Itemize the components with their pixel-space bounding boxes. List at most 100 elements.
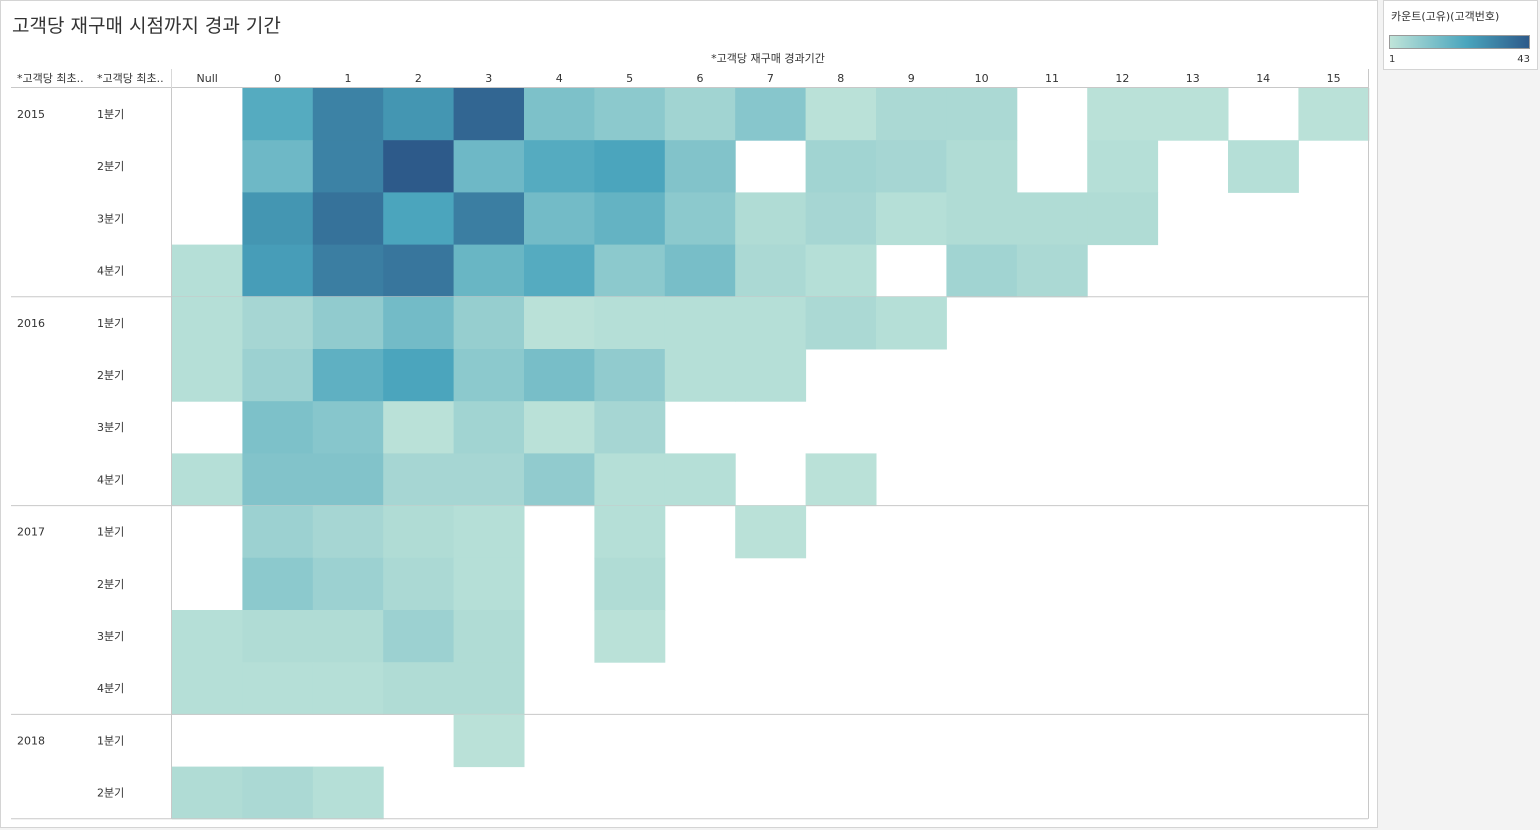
heatmap-cell[interactable]	[735, 296, 807, 350]
heatmap-cell[interactable]	[805, 296, 877, 350]
heatmap-cell[interactable]	[242, 296, 314, 350]
heatmap-cell[interactable]	[383, 192, 455, 246]
heatmap-cell[interactable]	[312, 610, 384, 663]
heatmap-cell[interactable]	[312, 557, 384, 611]
heatmap-cell[interactable]	[664, 140, 736, 193]
heatmap-cell[interactable]	[664, 244, 736, 298]
heatmap-cell[interactable]	[524, 401, 595, 454]
heatmap-cell[interactable]	[242, 192, 314, 246]
heatmap-cell[interactable]	[664, 296, 736, 350]
heatmap-cell[interactable]	[453, 505, 525, 559]
heatmap-cell[interactable]	[1016, 192, 1088, 246]
heatmap-cell[interactable]	[594, 401, 666, 454]
heatmap-cell[interactable]	[524, 296, 595, 350]
heatmap-cell[interactable]	[524, 192, 595, 246]
heatmap-cell[interactable]	[594, 349, 666, 402]
heatmap-cell[interactable]	[524, 244, 595, 298]
legend-panel[interactable]: 카운트(고유)(고객번호) 1 43	[1383, 0, 1538, 70]
heatmap-cell[interactable]	[876, 88, 947, 141]
heatmap-cell[interactable]	[172, 296, 243, 350]
heatmap-cell[interactable]	[383, 505, 455, 559]
heatmap-cell[interactable]	[242, 505, 314, 559]
heatmap-cell[interactable]	[242, 557, 314, 611]
heatmap-cell[interactable]	[453, 244, 525, 298]
heatmap-cell[interactable]	[735, 192, 807, 246]
heatmap-cell[interactable]	[312, 505, 384, 559]
heatmap-cell[interactable]	[383, 662, 455, 715]
heatmap-cell[interactable]	[946, 244, 1018, 298]
heatmap-cell[interactable]	[664, 453, 736, 507]
heatmap-cell[interactable]	[453, 557, 525, 611]
heatmap-cell[interactable]	[242, 88, 314, 141]
heatmap-cell[interactable]	[453, 88, 525, 141]
heatmap-cell[interactable]	[242, 662, 314, 715]
heatmap-cell[interactable]	[805, 453, 877, 507]
heatmap-cell[interactable]	[242, 140, 314, 193]
heatmap-cell[interactable]	[1087, 140, 1159, 193]
heatmap-cell[interactable]	[312, 296, 384, 350]
heatmap-cell[interactable]	[735, 244, 807, 298]
heatmap-cell[interactable]	[664, 192, 736, 246]
heatmap-cell[interactable]	[876, 140, 947, 193]
heatmap-cell[interactable]	[383, 140, 455, 193]
heatmap-cell[interactable]	[735, 88, 807, 141]
heatmap-cell[interactable]	[453, 192, 525, 246]
heatmap-cell[interactable]	[172, 453, 243, 507]
heatmap-cell[interactable]	[172, 349, 243, 402]
heatmap-cell[interactable]	[242, 766, 314, 820]
heatmap-cell[interactable]	[594, 296, 666, 350]
heatmap-cell[interactable]	[453, 296, 525, 350]
heatmap-cell[interactable]	[876, 192, 947, 246]
heatmap-cell[interactable]	[172, 662, 243, 715]
heatmap-cell[interactable]	[242, 244, 314, 298]
heatmap-cell[interactable]	[735, 505, 807, 559]
heatmap-cell[interactable]	[383, 88, 455, 141]
heatmap-cell[interactable]	[946, 140, 1018, 193]
heatmap-cell[interactable]	[312, 244, 384, 298]
heatmap-cell[interactable]	[805, 88, 877, 141]
heatmap-cell[interactable]	[383, 610, 455, 663]
heatmap-cell[interactable]	[242, 453, 314, 507]
heatmap-cell[interactable]	[312, 88, 384, 141]
heatmap-cell[interactable]	[312, 349, 384, 402]
heatmap-cell[interactable]	[312, 662, 384, 715]
heatmap-cell[interactable]	[383, 349, 455, 402]
heatmap-cell[interactable]	[1016, 244, 1088, 298]
heatmap-cell[interactable]	[312, 766, 384, 820]
heatmap-cell[interactable]	[805, 192, 877, 246]
heatmap-cell[interactable]	[172, 610, 243, 663]
heatmap-cell[interactable]	[453, 453, 525, 507]
heatmap-cell[interactable]	[242, 610, 314, 663]
heatmap-cell[interactable]	[383, 244, 455, 298]
heatmap-cell[interactable]	[524, 88, 595, 141]
heatmap-cell[interactable]	[453, 401, 525, 454]
heatmap-cell[interactable]	[172, 244, 243, 298]
heatmap-cell[interactable]	[453, 349, 525, 402]
heatmap-chart[interactable]: *고객당 재구매 경과기간*고객당 최초.. *고객당 최초.. Null 0 1 2 3 4…	[1, 1, 1377, 827]
heatmap-cell[interactable]	[594, 244, 666, 298]
heatmap-cell[interactable]	[383, 296, 455, 350]
heatmap-cell[interactable]	[946, 192, 1018, 246]
heatmap-cell[interactable]	[1157, 88, 1229, 141]
heatmap-cell[interactable]	[524, 349, 595, 402]
heatmap-cell[interactable]	[594, 192, 666, 246]
heatmap-cell[interactable]	[594, 88, 666, 141]
heatmap-cell[interactable]	[594, 453, 666, 507]
heatmap-cell[interactable]	[805, 244, 877, 298]
heatmap-cell[interactable]	[594, 557, 666, 611]
heatmap-cell[interactable]	[383, 453, 455, 507]
heatmap-cell[interactable]	[594, 610, 666, 663]
heatmap-cell[interactable]	[594, 505, 666, 559]
heatmap-cell[interactable]	[383, 401, 455, 454]
heatmap-cell[interactable]	[172, 766, 243, 820]
heatmap-cell[interactable]	[664, 349, 736, 402]
heatmap-cell[interactable]	[453, 662, 525, 715]
heatmap-cell[interactable]	[242, 349, 314, 402]
heatmap-cell[interactable]	[242, 401, 314, 454]
heatmap-cell[interactable]	[805, 140, 877, 193]
heatmap-cell[interactable]	[383, 557, 455, 611]
heatmap-cell[interactable]	[594, 140, 666, 193]
heatmap-cell[interactable]	[735, 349, 807, 402]
heatmap-cell[interactable]	[1298, 88, 1370, 141]
heatmap-cell[interactable]	[453, 714, 525, 768]
